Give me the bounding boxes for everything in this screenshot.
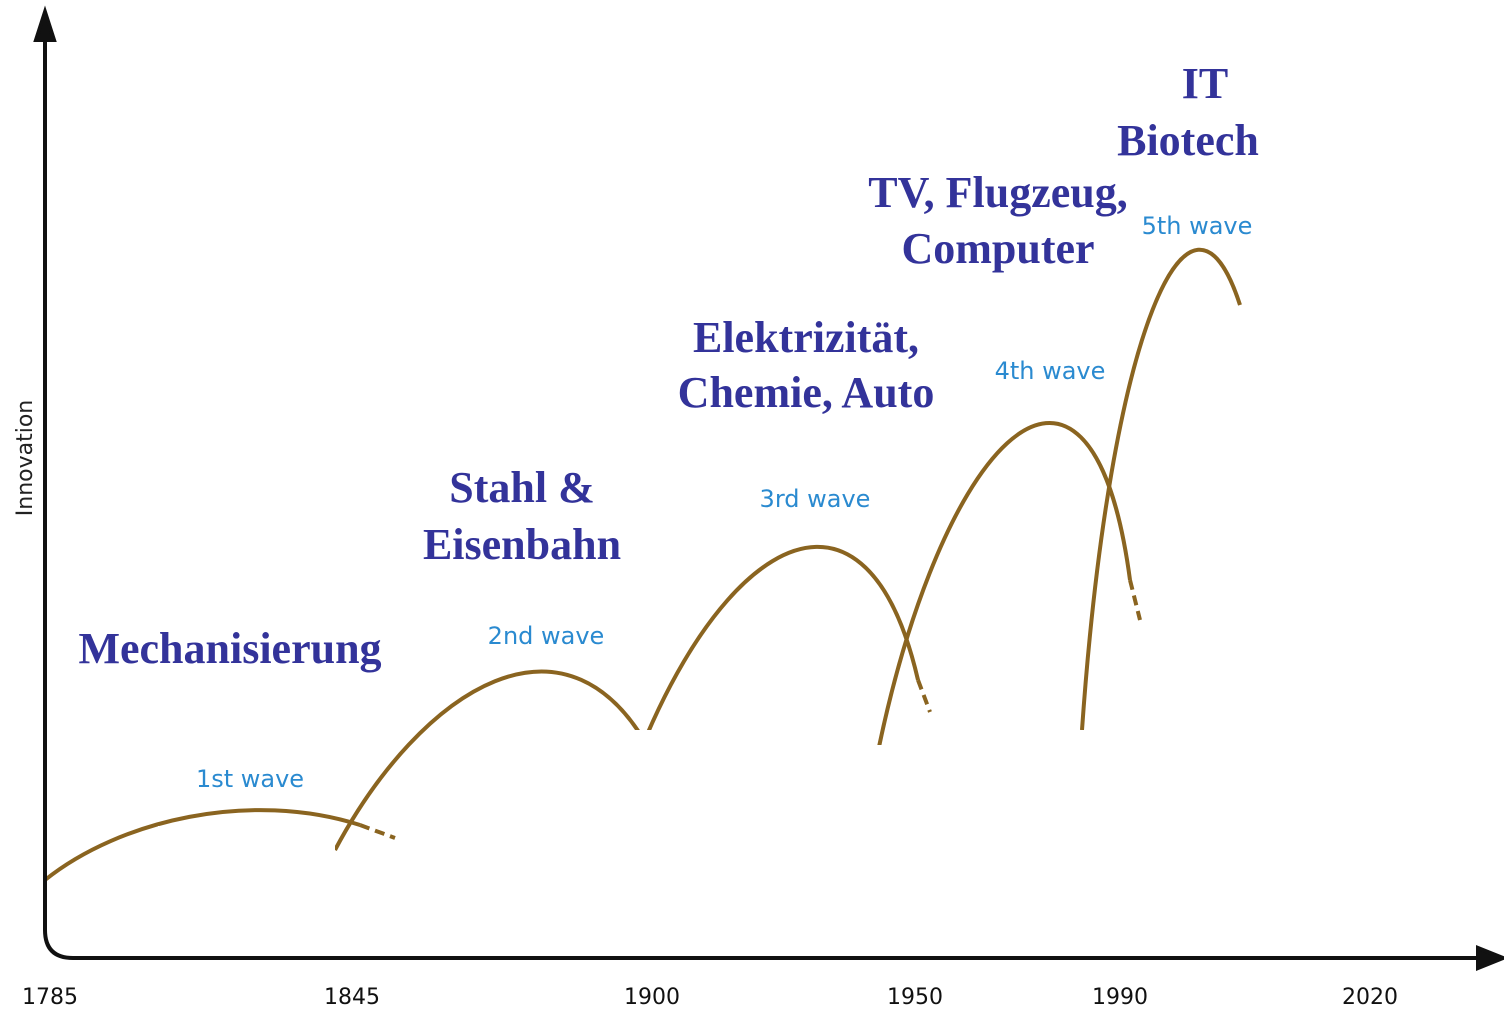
x-label: 1990 — [1092, 985, 1148, 1010]
x-label: 1900 — [624, 985, 680, 1010]
wave-curve — [333, 669, 657, 851]
wave-curve — [1080, 247, 1242, 731]
x-label: 1785 — [22, 985, 78, 1010]
mask — [893, 730, 1088, 850]
x-label: 1845 — [324, 985, 380, 1010]
axes — [33, 5, 1504, 971]
wave-caption: Biotech — [1117, 116, 1259, 165]
mask — [428, 730, 685, 870]
axis-arrow — [1476, 945, 1504, 971]
y-axis-label: Innovation — [13, 400, 38, 516]
wave-label: 1st wave — [196, 765, 304, 793]
wave-caption: Eisenbahn — [423, 520, 621, 569]
wave-label: 5th wave — [1142, 212, 1253, 240]
wave-caption: IT — [1182, 59, 1228, 108]
wave-caption: Mechanisierung — [78, 624, 381, 673]
wave-caption: TV, Flugzeug, — [868, 168, 1128, 217]
axis-line — [43, 30, 1490, 960]
x-label: 1950 — [887, 985, 943, 1010]
mask — [685, 745, 893, 845]
wave-dash — [916, 679, 932, 713]
wave-caption: Stahl & — [449, 463, 594, 512]
wave-curve — [866, 420, 1132, 806]
wave-curve — [43, 808, 361, 882]
mask — [1100, 697, 1270, 807]
wave-label: 3rd wave — [760, 485, 871, 513]
wave-label: 2nd wave — [488, 622, 605, 650]
axis-arrow — [33, 5, 57, 42]
wave-dash — [359, 823, 396, 840]
x-label: 2020 — [1342, 985, 1398, 1010]
wave-dash — [1128, 579, 1142, 621]
wave-label: 4th wave — [995, 357, 1106, 385]
wave-caption: Chemie, Auto — [678, 368, 935, 417]
waves — [43, 247, 1270, 936]
wave-curve — [608, 545, 920, 841]
wave-caption: Computer — [901, 224, 1094, 273]
mask — [158, 826, 335, 936]
wave-caption: Elektrizität, — [693, 313, 919, 362]
